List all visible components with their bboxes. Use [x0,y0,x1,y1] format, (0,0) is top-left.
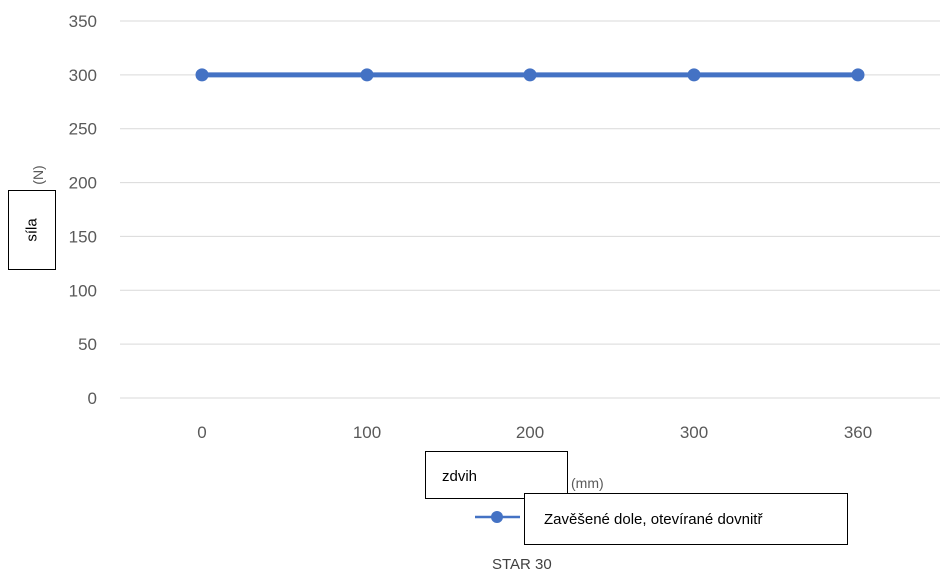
x-tick-label: 100 [353,423,381,442]
data-point [523,68,537,82]
y-tick-label: 350 [69,12,97,31]
x-tick-label: 0 [197,423,206,442]
x-axis-label: zdvih [442,468,478,485]
y-tick-label: 100 [69,281,97,300]
y-tick-label: 0 [88,389,97,408]
legend-marker-dot [491,511,503,523]
y-axis-label: síla [23,218,41,242]
data-point [851,68,865,82]
series-group [195,68,865,82]
data-point [687,68,701,82]
y-axis-label-box: síla [8,190,56,270]
y-axis-ticks: 0 50 100 150 200 250 300 350 [69,12,97,408]
x-axis-ticks: 0 100 200 300 360 [197,423,872,442]
y-tick-label: 200 [69,174,97,193]
y-tick-label: 50 [78,335,97,354]
x-tick-label: 200 [516,423,544,442]
y-tick-label: 250 [69,120,97,139]
x-tick-label: 360 [844,423,872,442]
legend-label-box: Zavěšené dole, otevírané dovnitř [524,493,848,545]
data-point [195,68,209,82]
x-axis-unit: (mm) [571,475,604,491]
y-tick-label: 150 [69,227,97,246]
data-point [360,68,374,82]
x-tick-label: 300 [680,423,708,442]
x-axis-label-box: zdvih [425,451,568,499]
y-axis-unit: (N) [30,165,46,185]
legend-marker [475,511,520,523]
y-tick-label: 300 [69,66,97,85]
legend-series-label: Zavěšené dole, otevírané dovnitř [544,511,763,528]
chart-title: STAR 30 [492,556,552,573]
